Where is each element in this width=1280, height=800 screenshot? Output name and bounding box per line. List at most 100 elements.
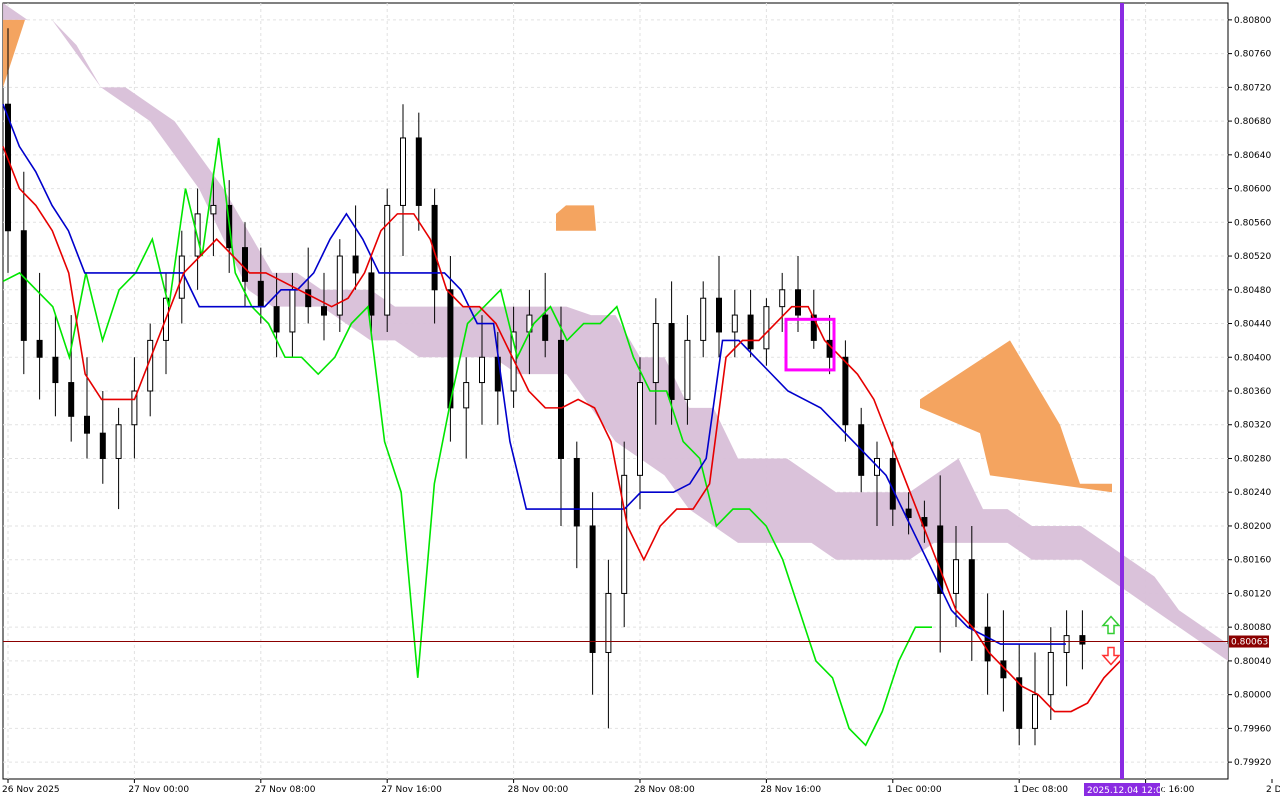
y-tick-label: 0.80360 <box>1234 387 1271 397</box>
highlight-box <box>784 317 836 372</box>
y-tick-label: 0.80200 <box>1234 522 1271 532</box>
candle-bear <box>20 230 27 341</box>
y-tick-label: 0.80120 <box>1234 589 1271 599</box>
x-tick-label: 28 Nov 16:00 <box>760 785 821 795</box>
candle-bull <box>621 474 628 594</box>
y-tick-label: 0.80040 <box>1234 657 1271 667</box>
kijun-sen-line <box>2 103 1066 645</box>
x-tick-label: 28 Nov 00:00 <box>508 785 569 795</box>
candle-bear <box>937 525 944 594</box>
y-tick-label: 0.80600 <box>1234 185 1271 195</box>
candle-bull <box>700 297 707 341</box>
x-tick-label: 27 Nov 00:00 <box>128 785 189 795</box>
x-tick-label: 2 Dec 00:00 <box>1266 785 1280 795</box>
y-tick-label: 0.80800 <box>1234 16 1271 26</box>
candle-bear <box>99 432 106 459</box>
candle-bull <box>637 382 643 476</box>
y-tick-label: 0.80760 <box>1234 50 1271 60</box>
y-tick-label: 0.79960 <box>1234 724 1271 734</box>
candle-bear <box>842 356 849 426</box>
kumo-bullish-area <box>920 340 1112 493</box>
candle-bear <box>589 525 596 653</box>
candle-bull <box>400 137 406 206</box>
candle-bear <box>305 289 312 308</box>
candle-bull <box>731 314 738 333</box>
candle-bear <box>795 289 801 316</box>
y-tick-label: 0.80720 <box>1234 83 1271 93</box>
y-axis: 0.80800 0.80760 0.80720 0.80680 0.80640 0.806… <box>1228 16 1271 768</box>
x-axis: 26 Nov 2025 27 Nov 00:00 27 Nov 08:00 27 No… <box>2 779 1280 796</box>
candle-bull <box>953 559 959 594</box>
markers <box>3 3 1228 779</box>
y-tick-label: 0.80320 <box>1234 421 1271 431</box>
y-tick-label: 0.80560 <box>1234 218 1271 228</box>
candle-bear <box>1016 677 1023 729</box>
candle-bear <box>273 306 280 333</box>
y-tick-label: 0.80000 <box>1234 691 1271 701</box>
kumo-cloud <box>3 3 1228 661</box>
y-tick-label: 0.80160 <box>1234 556 1271 566</box>
candle-bear <box>447 289 454 409</box>
candle-bull <box>763 306 770 350</box>
y-tick-label: 0.80280 <box>1234 454 1271 464</box>
candle-bull <box>1047 651 1054 696</box>
candle-bear <box>747 314 754 350</box>
buy-arrow-icon <box>1101 615 1121 635</box>
y-tick-label: 0.80400 <box>1234 353 1271 363</box>
candle-bear <box>257 280 264 308</box>
x-tick-label: 26 Nov 2025 <box>2 785 60 795</box>
current-price-tag <box>1229 635 1269 648</box>
kumo-bearish-area <box>3 3 1228 661</box>
y-tick-label: 0.80080 <box>1234 623 1271 633</box>
candle-bear <box>984 626 991 662</box>
candle-bear <box>1079 635 1086 645</box>
candle-bear <box>368 272 375 316</box>
x-tick-label: 28 Nov 08:00 <box>634 785 695 795</box>
candle-bear <box>431 204 438 291</box>
candle-bear <box>810 314 817 341</box>
indicator-lines <box>2 103 1121 747</box>
candle-bull <box>210 204 217 215</box>
current-price-tag-label: 0.80063 <box>1231 638 1268 648</box>
tenkan-sen-line <box>2 146 1121 713</box>
candle-bear <box>52 356 59 384</box>
x-tick-label: 1 Dec 08:00 <box>1013 785 1068 795</box>
candle-bear <box>36 339 43 358</box>
candle-bull <box>131 390 138 426</box>
candle-bear <box>968 559 975 628</box>
candle-bear <box>558 339 564 459</box>
candle-bull <box>479 356 485 384</box>
candle-bull <box>605 592 612 653</box>
candle-bear <box>716 297 722 333</box>
candle-bear <box>84 415 90 434</box>
y-tick-label: 0.80640 <box>1234 151 1271 161</box>
y-tick-label: 0.80520 <box>1234 252 1271 262</box>
y-tick-label: 0.80440 <box>1234 320 1271 330</box>
x-tick-label: 1 Dec 00:00 <box>887 785 942 795</box>
candle-bear <box>321 306 327 316</box>
chikou-span-line <box>2 137 933 747</box>
candle-bear <box>352 255 359 274</box>
y-tick-label: 0.79920 <box>1234 758 1271 768</box>
candle-bull <box>384 204 391 316</box>
x-tick-label: 27 Nov 08:00 <box>255 785 316 795</box>
candle-bull <box>779 289 786 308</box>
candle-bull <box>684 339 691 400</box>
candle-bull <box>1032 694 1038 729</box>
candle-bear <box>542 314 549 341</box>
candle-bull <box>115 424 122 459</box>
x-tick-label: 27 Nov 16:00 <box>381 785 442 795</box>
x-tick-label: 1 Dec 16:00 <box>1140 785 1195 795</box>
candle-bear <box>415 137 422 206</box>
current-time-tag-label: 2025.12.04 12:00 <box>1087 786 1168 796</box>
kumo-bullish-area <box>556 205 596 231</box>
sell-arrow-icon <box>1101 646 1121 666</box>
y-tick-label: 0.80240 <box>1234 488 1271 498</box>
candle-bear <box>573 457 580 527</box>
candle-bull <box>336 255 343 316</box>
candle-bear <box>242 247 248 282</box>
candle-bear <box>668 323 675 400</box>
y-tick-label: 0.80480 <box>1234 286 1271 296</box>
candle-bear <box>68 382 75 417</box>
